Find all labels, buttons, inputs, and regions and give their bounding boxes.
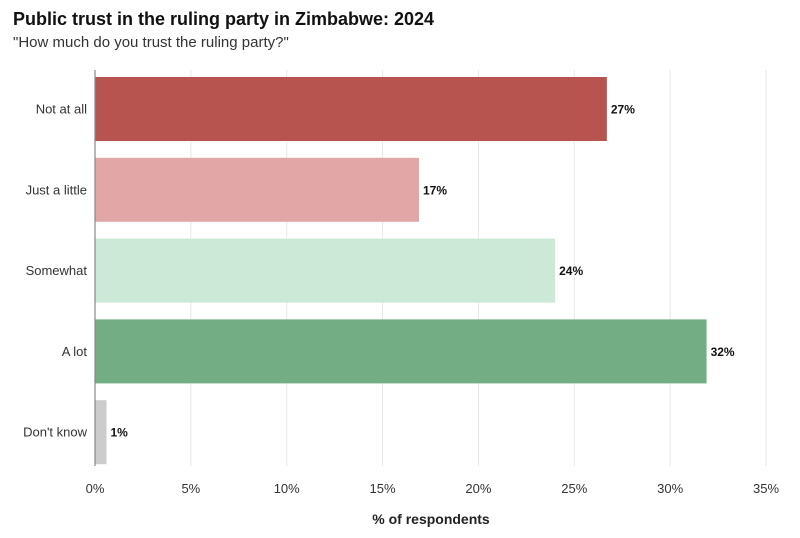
x-tick-label: 30% xyxy=(657,481,683,496)
x-tick-label: 35% xyxy=(753,481,779,496)
bar xyxy=(95,400,107,465)
x-tick-label: 0% xyxy=(86,481,105,496)
chart-subtitle: "How much do you trust the ruling party?… xyxy=(13,34,289,51)
bar xyxy=(95,238,556,303)
data-label: 24% xyxy=(559,264,583,278)
data-label: 17% xyxy=(423,183,447,197)
bar xyxy=(95,319,707,384)
data-label: 32% xyxy=(711,345,735,359)
x-tick-label: 5% xyxy=(181,481,200,496)
chart-title: Public trust in the ruling party in Zimb… xyxy=(13,9,435,29)
data-label: 27% xyxy=(611,103,635,117)
x-tick-label: 10% xyxy=(274,481,300,496)
bar xyxy=(95,157,419,222)
category-label: A lot xyxy=(62,344,88,359)
bar xyxy=(95,77,607,141)
x-tick-label: 20% xyxy=(465,481,491,496)
x-tick-label: 25% xyxy=(561,481,587,496)
x-tick-label: 15% xyxy=(370,481,396,496)
category-label: Just a little xyxy=(26,182,87,197)
category-label: Somewhat xyxy=(26,263,88,278)
x-axis-title: % of respondents xyxy=(372,511,490,527)
category-label: Not at all xyxy=(36,102,87,117)
category-label: Don't know xyxy=(23,425,88,440)
data-label: 1% xyxy=(111,426,129,440)
